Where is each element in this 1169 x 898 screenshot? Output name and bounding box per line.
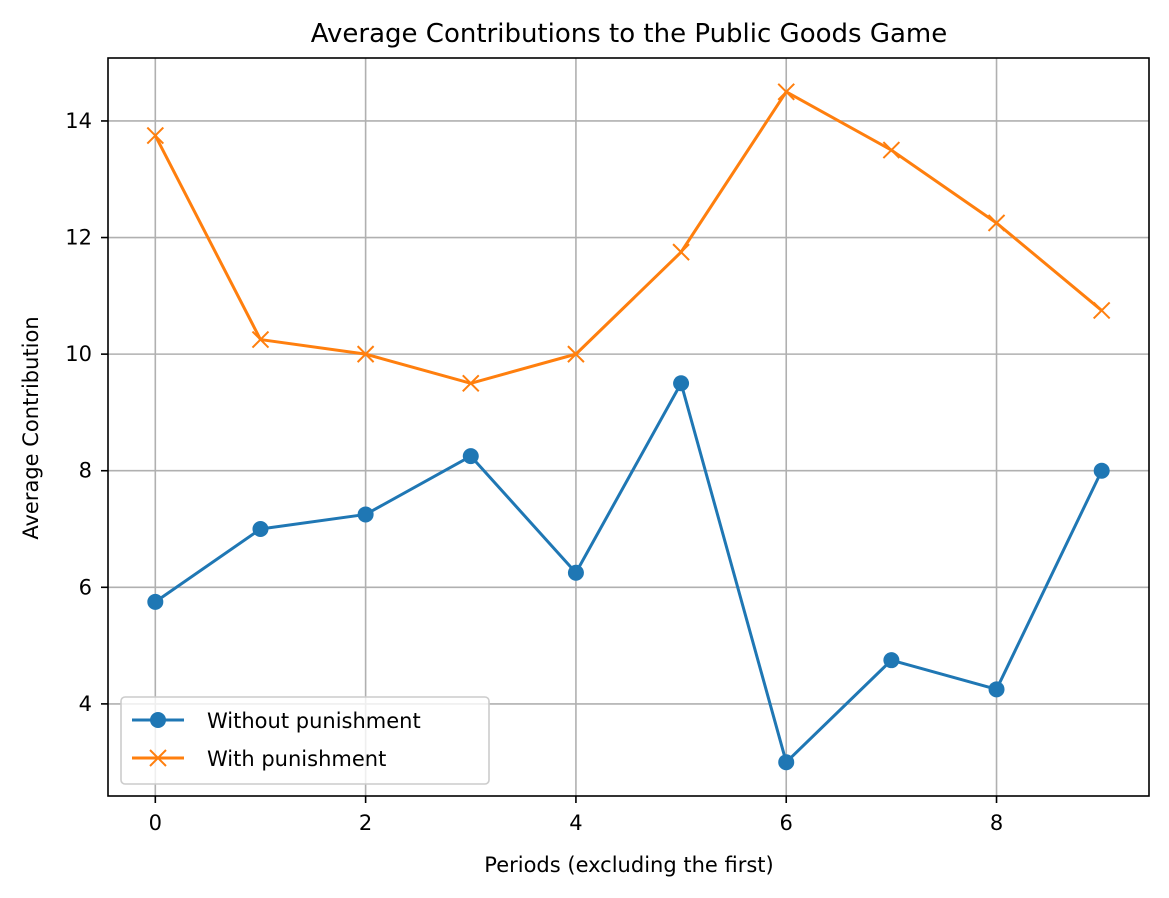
y-tick-label: 4 — [79, 692, 92, 716]
series-with-punishment — [146, 83, 1111, 392]
y-tick-label: 10 — [65, 342, 92, 366]
x-tick-label: 6 — [780, 811, 793, 835]
y-axis-label: Average Contribution — [19, 316, 43, 539]
legend-marker-with-punishment — [149, 749, 167, 767]
x-tick-label: 4 — [569, 811, 582, 835]
chart-title: Average Contributions to the Public Good… — [311, 19, 947, 49]
legend-marker-without-punishment — [150, 712, 166, 728]
x-tick-label: 0 — [149, 811, 162, 835]
y-tick-label: 12 — [65, 226, 92, 250]
data-point-without-punishment — [883, 652, 900, 669]
data-point-with-punishment — [987, 214, 1006, 232]
data-point-without-punishment — [252, 521, 269, 538]
series-line-with-punishment — [153, 90, 1103, 385]
plot-frame — [107, 57, 1150, 797]
data-point-without-punishment — [357, 506, 374, 523]
series-layer — [146, 83, 1111, 771]
x-tick-label: 8 — [990, 811, 1003, 835]
x-tick-label: 2 — [359, 811, 372, 835]
legend-label-with-punishment: With punishment — [207, 747, 386, 771]
y-tick-label: 8 — [79, 459, 92, 483]
data-point-with-punishment — [777, 83, 795, 101]
data-point-with-punishment — [146, 126, 165, 145]
data-point-with-punishment — [251, 330, 270, 349]
data-point-without-punishment — [988, 681, 1005, 698]
data-point-with-punishment — [882, 141, 901, 159]
data-point-without-punishment — [1093, 462, 1110, 479]
data-point-with-punishment — [462, 374, 480, 392]
data-point-with-punishment — [1092, 301, 1111, 320]
series-line-without-punishment — [154, 381, 1104, 764]
data-point-with-punishment — [672, 243, 690, 261]
x-axis-label: Periods (excluding the first) — [484, 853, 773, 877]
legend-box — [120, 696, 490, 785]
data-point-with-punishment — [356, 345, 375, 363]
y-tick-label: 14 — [65, 109, 92, 133]
y-tick-label: 6 — [79, 575, 92, 599]
series-without-punishment — [147, 375, 1110, 771]
axis-ticks: 0 2 4 6 8 4 6 8 10 12 14 — [65, 109, 1003, 835]
data-point-without-punishment — [673, 375, 690, 392]
data-point-without-punishment — [147, 593, 164, 610]
legend-label-without-punishment: Without punishment — [207, 709, 421, 733]
legend: Without punishment With punishment — [120, 696, 490, 785]
data-point-with-punishment — [567, 345, 585, 363]
data-point-without-punishment — [778, 754, 795, 771]
data-point-without-punishment — [462, 448, 479, 465]
data-point-without-punishment — [567, 564, 584, 581]
